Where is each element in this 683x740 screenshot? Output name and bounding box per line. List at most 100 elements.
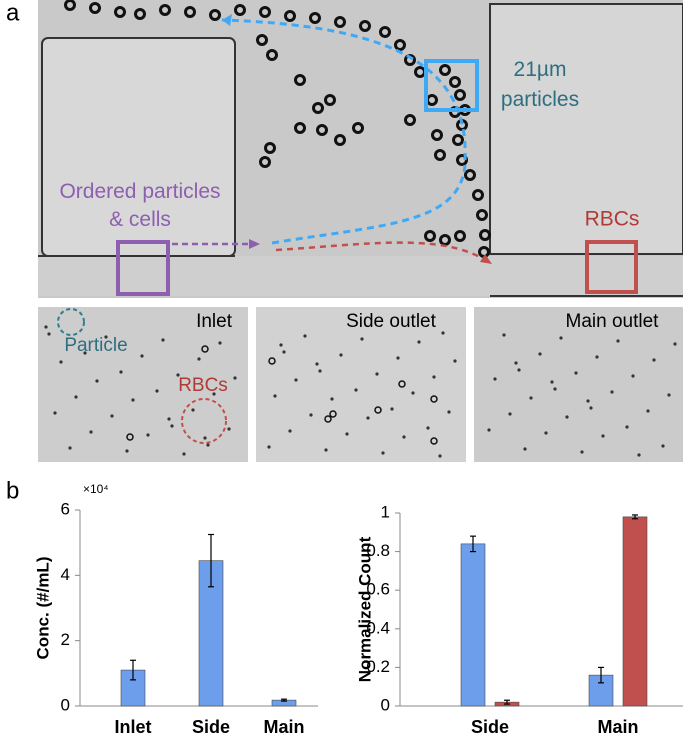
cell: [517, 368, 521, 372]
inset-label: Side outlet: [346, 311, 437, 332]
error-bar: [470, 535, 476, 553]
inset-label: Main outlet: [566, 311, 660, 332]
cell: [47, 332, 51, 336]
cell: [233, 376, 237, 380]
y-tick-label: 6: [61, 499, 70, 518]
cell: [589, 406, 593, 410]
cell: [411, 391, 415, 395]
cell: [203, 436, 207, 440]
cell: [432, 375, 436, 379]
cell: [279, 343, 283, 347]
particle: [294, 74, 306, 86]
cell: [267, 445, 271, 449]
cell: [514, 361, 518, 365]
cell: [493, 377, 497, 381]
particle: [479, 229, 491, 241]
particle: [316, 124, 328, 136]
marker-circle: [57, 308, 85, 336]
annotation-line: & cells: [109, 208, 171, 231]
cell: [53, 411, 57, 415]
annotation: RBCs: [585, 208, 640, 231]
cell: [131, 398, 135, 402]
cell: [544, 431, 548, 435]
particle: [334, 134, 346, 146]
highlight-box: [116, 240, 170, 296]
particle: [439, 234, 451, 246]
cell: [553, 387, 557, 391]
particle: [334, 16, 346, 28]
cell: [417, 340, 421, 344]
particle: [449, 76, 461, 88]
y-tick-label: 0.8: [366, 541, 390, 560]
particle: [134, 8, 146, 20]
cell: [182, 452, 186, 456]
cell: [559, 336, 563, 340]
particle: [454, 89, 466, 101]
particle: [209, 9, 221, 21]
annotation: Ordered particles & cells: [59, 180, 220, 231]
particle: [266, 49, 278, 61]
cell: [140, 354, 144, 358]
highlight-box: [424, 59, 479, 112]
y-tick-label: 0.6: [366, 580, 390, 599]
cell: [83, 351, 87, 355]
cell: [119, 370, 123, 374]
cell: [104, 335, 108, 339]
y-axis-label: Conc. (#/mL): [33, 557, 52, 660]
cell: [375, 372, 379, 376]
cell: [637, 453, 641, 457]
arrow-head: [480, 254, 492, 264]
error-bar: [598, 666, 604, 684]
cell: [95, 379, 99, 383]
cell: [438, 454, 442, 458]
y-tick-label: 4: [61, 565, 70, 584]
error-bar: [208, 533, 214, 588]
cell: [146, 433, 150, 437]
panel-label: a: [6, 0, 20, 26]
cell: [309, 413, 313, 417]
y-tick-label: 2: [61, 630, 70, 649]
cell: [661, 444, 665, 448]
cell: [227, 427, 231, 431]
cells: [44, 325, 677, 458]
arrow-head: [249, 239, 260, 249]
particle: [89, 2, 101, 14]
y-axis-label: Normalized Count: [355, 536, 374, 682]
x-tick-label: Main: [597, 717, 638, 737]
particle: [434, 149, 446, 161]
x-tick-label: Side: [192, 717, 230, 737]
cell: [502, 333, 506, 337]
y-tick-label: 0.2: [366, 657, 390, 676]
cell: [508, 412, 512, 416]
cell: [565, 415, 569, 419]
y-tick-label: 0.4: [366, 618, 390, 637]
annotation-line: particles: [501, 88, 579, 111]
particle: [374, 406, 382, 414]
y-tick-label: 1: [381, 502, 390, 521]
particle: [476, 209, 488, 221]
cell: [59, 360, 63, 364]
particle: [379, 26, 391, 38]
cell: [360, 337, 364, 341]
cell: [303, 334, 307, 338]
inset-image: [38, 307, 248, 462]
particle: [329, 410, 337, 418]
cell: [595, 355, 599, 359]
cell: [191, 408, 195, 412]
particle: [404, 114, 416, 126]
cell: [610, 390, 614, 394]
cell: [646, 409, 650, 413]
cell: [294, 378, 298, 382]
particle: [312, 102, 324, 114]
particle: [201, 345, 209, 353]
particle: [184, 6, 196, 18]
particle: [234, 4, 246, 16]
cell: [161, 338, 165, 342]
cell: [89, 430, 93, 434]
cell: [167, 417, 171, 421]
inset-annotation: Particle: [64, 335, 127, 356]
insets: Inlet Side outlet Main outlet Particle R…: [38, 307, 683, 462]
flow-arrow: [221, 18, 467, 161]
cell: [538, 352, 542, 356]
